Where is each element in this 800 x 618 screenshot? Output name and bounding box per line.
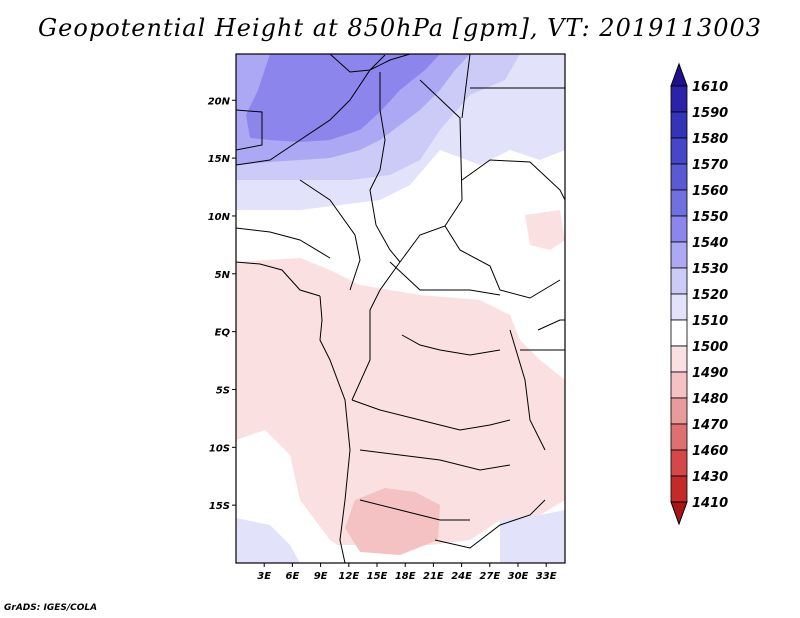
lat-tick-label: 15S	[209, 501, 230, 512]
border-line	[399, 79, 463, 263]
lat-tick-label: 10N	[208, 212, 231, 223]
border-line	[359, 449, 511, 471]
border-line	[369, 72, 401, 263]
colorbar-box	[670, 449, 688, 477]
lavender-light-southeast	[500, 510, 565, 563]
pink-mid-south	[345, 488, 440, 555]
colorbar-label: 1520	[692, 288, 728, 303]
lavender-light-southwest	[236, 518, 300, 563]
lon-tick-label: 6E	[286, 571, 300, 582]
border-line	[329, 53, 411, 73]
colorbar-bottom-arrow	[670, 501, 688, 526]
colorbar-label: 1540	[692, 236, 728, 251]
border-line	[389, 261, 501, 296]
colorbar-box	[670, 111, 688, 139]
lat-tick-label: 5S	[216, 385, 230, 396]
pink-light-east-spot	[525, 210, 565, 250]
colorbar: 1610 1590 1580 1570 1560 1550 1540 1530 1520 1510…	[670, 62, 728, 526]
colorbar-box	[670, 397, 688, 425]
colorbar-label: 1410	[692, 496, 728, 511]
border-line	[461, 53, 471, 119]
lon-tick-label: 9E	[314, 571, 328, 582]
lon-tick-label: 24E	[451, 571, 472, 582]
colorbar-box	[670, 475, 688, 503]
lon-tick-label: 3E	[257, 571, 271, 582]
colorbar-box	[670, 423, 688, 451]
grads-credit: GrADS: IGES/COLA	[4, 603, 98, 613]
pink-light-south	[236, 258, 565, 545]
colorbar-label: 1480	[692, 392, 728, 407]
border-line	[434, 499, 546, 549]
colorbar-box	[670, 85, 688, 113]
colorbar-label: 1430	[692, 470, 728, 485]
colorbar-label: 1510	[692, 314, 728, 329]
colorbar-label: 1470	[692, 418, 728, 433]
border-line	[401, 334, 501, 356]
border-line	[461, 159, 566, 201]
colorbar-box	[670, 163, 688, 191]
lon-tick-label: 27E	[479, 571, 500, 582]
border-line	[351, 399, 511, 431]
colorbar-label: 1590	[692, 106, 728, 121]
latitude-axis: 20N 15N 10N 5N EQ 5S 10S 15S	[208, 96, 236, 512]
colorbar-box	[670, 319, 688, 347]
colorbar-label: 1530	[692, 262, 728, 277]
colorbar-label: 1610	[692, 80, 728, 95]
border-line	[299, 179, 361, 291]
border-line	[359, 499, 470, 521]
lon-tick-label: 21E	[423, 571, 444, 582]
colorbar-box	[670, 345, 688, 373]
colorbar-box	[670, 293, 688, 321]
lon-tick-label: 15E	[367, 571, 388, 582]
lat-tick-label: 10S	[209, 443, 230, 454]
colorbar-box	[670, 241, 688, 269]
lat-tick-label: 20N	[208, 96, 231, 107]
border-line	[235, 227, 331, 259]
colorbar-label: 1490	[692, 366, 728, 381]
lon-tick-label: 33E	[536, 571, 557, 582]
map-frame	[235, 53, 566, 564]
colorbar-box	[670, 137, 688, 165]
lon-tick-label: 30E	[508, 571, 529, 582]
colorbar-label: 1560	[692, 184, 728, 199]
lavender-darker-north	[246, 54, 440, 142]
colorbar-label: 1460	[692, 444, 728, 459]
lon-tick-label: 12E	[338, 571, 359, 582]
colorbar-label: 1550	[692, 210, 728, 225]
lat-tick-label: 5N	[215, 270, 231, 281]
lat-tick-label: EQ	[215, 328, 231, 339]
country-borders	[235, 53, 566, 564]
colorbar-label: 1580	[692, 132, 728, 147]
border-line	[235, 109, 263, 151]
map-title: Geopotential Height at 850hPa [gpm], VT:…	[38, 14, 762, 42]
colorbar-label: 1570	[692, 158, 728, 173]
border-line	[235, 261, 321, 297]
border-line	[351, 261, 401, 401]
height-field	[236, 54, 565, 563]
colorbar-box	[670, 189, 688, 217]
lon-tick-label: 18E	[395, 571, 416, 582]
colorbar-box	[670, 267, 688, 295]
lat-tick-label: 15N	[208, 154, 231, 165]
border-line	[444, 225, 561, 299]
longitude-axis: 3E 6E 9E 12E 15E 18E 21E 24E 27E 30E 33E	[257, 563, 557, 582]
colorbar-label: 1500	[692, 340, 728, 355]
colorbar-top-arrow	[670, 62, 688, 87]
border-line	[319, 295, 351, 564]
colorbar-box	[670, 371, 688, 399]
border-line	[537, 319, 565, 331]
colorbar-box	[670, 215, 688, 243]
border-line	[509, 329, 546, 451]
